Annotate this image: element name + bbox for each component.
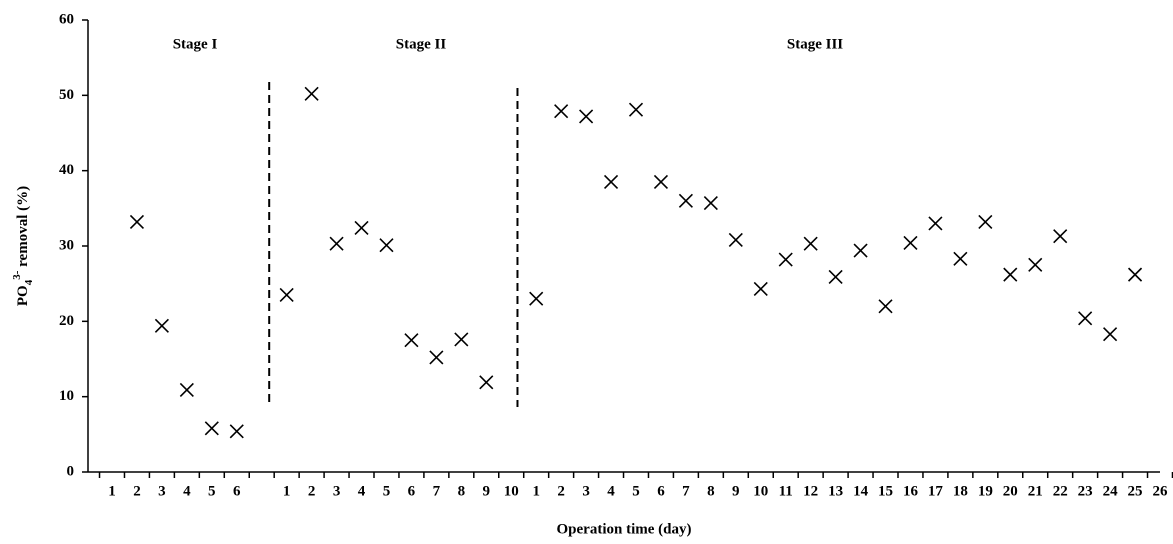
x-tick-label: 4 [183,483,191,499]
stage-label: Stage I [173,36,218,52]
marker [279,287,294,303]
x-tick-label: 8 [458,483,466,499]
y-tick-label: 0 [67,463,75,479]
x-tick-label: 10 [753,483,768,499]
x-tick-label: 1 [283,483,291,499]
marker [628,102,644,117]
marker [1127,267,1143,282]
x-tick-label: 17 [928,483,944,499]
marker [903,235,918,251]
x-tick-label: 6 [657,483,665,499]
marker [1028,257,1043,272]
x-tick-label: 14 [853,483,869,499]
marker [703,195,718,211]
x-tick-label: 2 [557,483,565,499]
marker [229,424,244,439]
marker [753,281,768,297]
x-tick-label: 23 [1078,483,1093,499]
x-tick-label: 5 [632,483,640,499]
x-tick-label: 9 [483,483,491,499]
marker [454,332,469,347]
x-tick-label: 16 [903,483,919,499]
y-tick-label: 20 [59,313,74,329]
marker [179,382,194,397]
x-tick-label: 20 [1003,483,1018,499]
marker [603,174,619,190]
y-tick-label: 10 [59,388,74,404]
x-tick-label: 3 [158,483,166,499]
x-tick-label: 5 [208,483,216,499]
marker [853,243,868,258]
x-tick-label: 2 [133,483,141,499]
y-tick-label: 60 [59,11,74,27]
marker [404,333,419,348]
y-tick-label: 40 [59,162,74,178]
marker [429,350,444,365]
y-tick-label: 30 [59,237,74,253]
marker [1103,327,1118,342]
x-tick-label: 11 [779,483,793,499]
stage-label: Stage II [396,36,447,52]
x-tick-label: 18 [953,483,968,499]
x-tick-label: 10 [504,483,519,499]
x-tick-label: 4 [607,483,615,499]
marker [678,193,693,208]
x-axis-label: Operation time (day) [557,521,692,537]
x-tick-label: 3 [582,483,590,499]
y-tick-label: 50 [59,87,74,103]
marker [653,174,669,190]
marker [953,251,968,266]
x-tick-label: 7 [433,483,441,499]
marker [878,299,893,314]
marker [803,236,818,251]
marker [1078,311,1093,326]
marker [479,375,494,390]
marker [129,214,145,229]
marker [1053,229,1068,244]
x-tick-label: 12 [803,483,818,499]
x-tick-label: 15 [878,483,893,499]
x-tick-label: 6 [408,483,416,499]
x-tick-label: 1 [532,483,540,499]
x-tick-label: 24 [1103,483,1119,499]
marker [304,86,319,101]
marker [379,238,394,253]
x-tick-label: 5 [383,483,391,499]
x-tick-label: 7 [682,483,690,499]
x-tick-label: 13 [828,483,843,499]
marker [554,104,569,119]
marker [928,216,943,231]
x-tick-label: 19 [978,483,993,499]
x-tick-label: 4 [358,483,366,499]
x-tick-label: 25 [1128,483,1143,499]
x-tick-label: 6 [233,483,241,499]
marker [529,291,544,306]
stage-label: Stage III [787,36,843,52]
marker [728,232,743,248]
marker [1003,267,1018,282]
marker [354,220,369,235]
x-tick-label: 26 [1153,483,1169,499]
marker [978,214,993,229]
marker [329,236,344,251]
x-tick-label: 22 [1053,483,1068,499]
marker [204,421,219,436]
x-tick-label: 8 [707,483,715,499]
marker [579,109,594,124]
x-tick-label: 9 [732,483,740,499]
y-axis-label: PO43- removal (%) [11,186,35,306]
marker [828,269,843,284]
marker [778,252,793,267]
marker [154,318,169,333]
x-tick-label: 1 [108,483,116,499]
x-tick-label: 2 [308,483,316,499]
x-tick-label: 21 [1028,483,1043,499]
x-tick-label: 3 [333,483,341,499]
